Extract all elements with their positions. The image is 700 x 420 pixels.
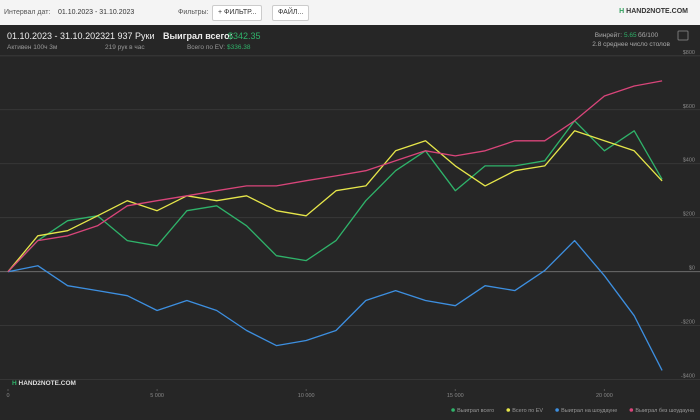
logo-text: HAND2NOTE.COM	[626, 8, 688, 15]
y-tick-label: $0	[689, 266, 695, 272]
legend-swatch	[451, 408, 455, 412]
series-line	[7, 80, 663, 273]
legend-swatch	[555, 408, 559, 412]
legend-swatch	[506, 408, 511, 412]
series-line	[7, 130, 663, 273]
x-tick-label: 5 000	[150, 393, 164, 399]
watermark: H HAND2NOTE.COM	[12, 380, 76, 387]
toolbar: Интервал дат: 01.10.2023 - 31.10.2023 Фи…	[0, 0, 700, 25]
y-tick-label: $600	[683, 104, 695, 110]
file-button[interactable]: ФАЙЛ...	[272, 5, 310, 21]
chart: 01.10.2023 - 31.10.2023 Активен 100ч 3м …	[0, 25, 700, 420]
x-tick-label: 10 000	[298, 393, 315, 399]
tables: 2.8 среднее число столов	[592, 41, 670, 48]
winrate-value: 5.65	[624, 32, 637, 39]
date-label: Интервал дат:	[4, 9, 51, 16]
watermark-text: HAND2NOTE.COM	[19, 380, 76, 387]
winrate-label: Винрейт:	[595, 31, 622, 39]
logo[interactable]: H HAND2NOTE.COM	[619, 8, 688, 15]
hands: 21 937 Руки	[105, 31, 155, 41]
won-label: Выиграл всего:	[163, 31, 233, 41]
y-tick-label: $200	[683, 212, 695, 218]
filters-label: Фильтры:	[178, 9, 209, 16]
series-line	[7, 239, 663, 371]
y-tick-label: -$400	[681, 374, 695, 380]
filter-button[interactable]: + ФИЛЬТР...	[212, 5, 263, 21]
date-range[interactable]: 01.10.2023 - 31.10.2023	[58, 9, 135, 16]
x-tick-label: 15 000	[447, 393, 464, 399]
legend-label: Выиграл на шоудауне	[561, 408, 617, 414]
y-tick-label: $400	[683, 158, 695, 164]
y-tick-label: $800	[683, 50, 695, 56]
settings-button[interactable]	[677, 30, 689, 41]
x-tick-label: 20 000	[596, 393, 613, 399]
legend-label: Всего по EV	[512, 408, 543, 414]
x-tick-label: 0	[6, 393, 9, 399]
won-value: $342.35	[228, 31, 261, 41]
active: Активен 100ч 3м	[7, 44, 58, 51]
series-line	[7, 120, 663, 273]
period: 01.10.2023 - 31.10.2023	[7, 31, 105, 41]
hands-per-hour: 219 рук в час	[105, 44, 145, 51]
legend-label: Выиграл всего	[457, 408, 494, 414]
y-tick-label: -$200	[681, 320, 695, 326]
ev-value: $336.38	[227, 44, 251, 51]
legend-label: Выиграл без шоудауна	[635, 408, 695, 414]
winrate-unit: бб/100	[638, 31, 658, 39]
ev-label: Всего по EV:	[187, 44, 225, 51]
legend-swatch	[629, 408, 634, 412]
